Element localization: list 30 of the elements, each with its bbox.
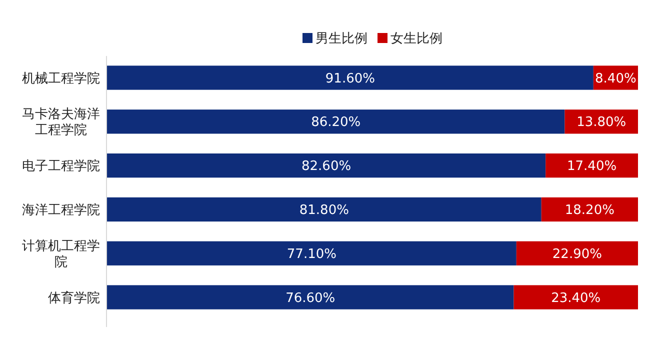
data-label: 82.60%	[302, 159, 352, 174]
y-tick-label: 机械工程学院	[22, 71, 100, 86]
bar	[107, 153, 546, 178]
data-label: 17.40%	[567, 159, 617, 174]
data-label: 86.20%	[311, 115, 361, 130]
data-label: 8.40%	[595, 71, 636, 86]
data-label: 18.20%	[564, 203, 614, 218]
bar	[516, 241, 638, 266]
bar	[546, 153, 638, 178]
bar	[107, 66, 594, 90]
data-label: 77.10%	[286, 246, 336, 262]
bar	[107, 285, 514, 310]
data-label: 13.80%	[576, 115, 626, 130]
bar	[107, 197, 542, 222]
data-label: 23.40%	[551, 290, 601, 306]
bar	[514, 285, 638, 310]
legend-label: 男生比例	[316, 32, 368, 47]
y-tick-label: 计算机工程学院	[22, 238, 100, 270]
bar	[107, 241, 516, 266]
data-label: 76.60%	[286, 290, 336, 306]
y-tick-label: 体育学院	[48, 290, 100, 306]
y-tick-label: 海洋工程学院	[22, 203, 100, 218]
y-tick-label: 电子工程学院	[22, 159, 100, 174]
data-label: 81.80%	[299, 203, 349, 218]
legend-label: 女生比例	[390, 32, 442, 47]
data-label: 91.60%	[325, 71, 375, 86]
bar	[107, 110, 565, 134]
data-label: 22.90%	[552, 246, 602, 262]
y-tick-label: 马卡洛夫海洋工程学院	[22, 107, 100, 138]
bar	[541, 197, 638, 222]
